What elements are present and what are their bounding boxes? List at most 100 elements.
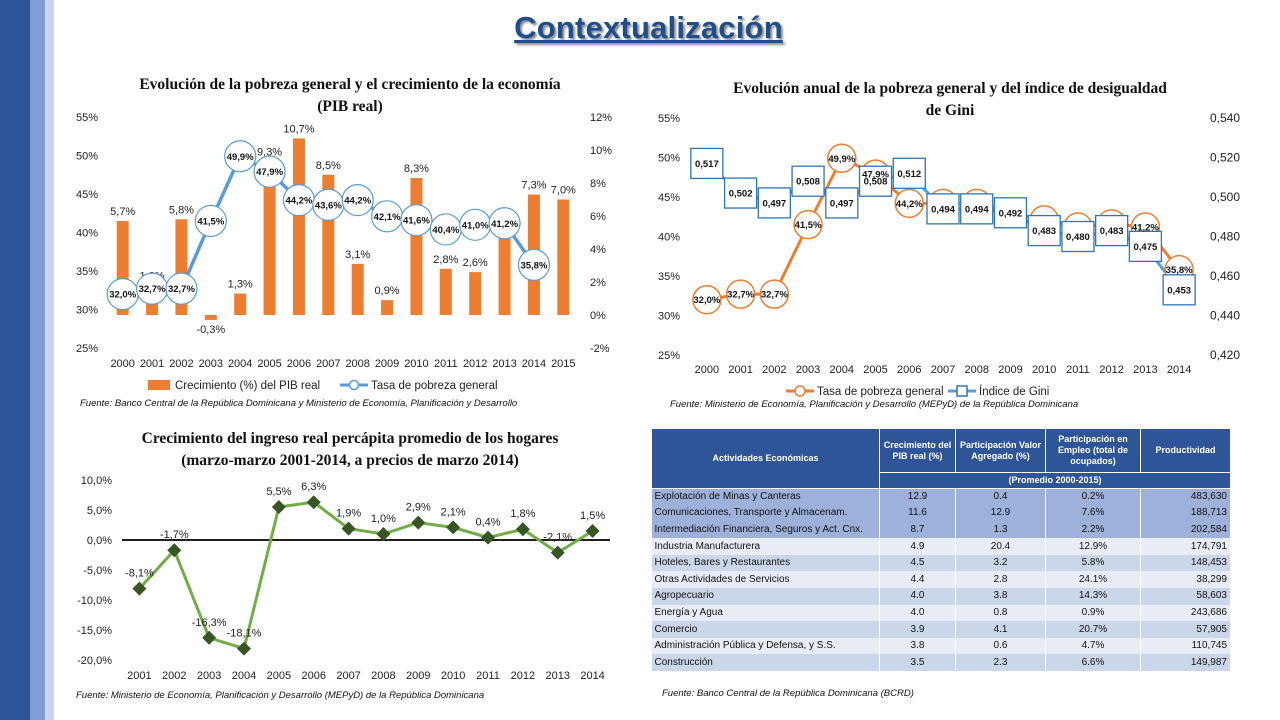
chart3-income-label: 1,8% <box>510 508 535 520</box>
chart3-title-line1: Crecimiento del ingreso real percápita p… <box>141 430 559 447</box>
chart2-right-tick: 0,480 <box>1210 230 1240 244</box>
chart2-gini-label: 0,475 <box>1134 242 1158 253</box>
chart2-poverty-label: 35,8% <box>1166 265 1193 276</box>
chart2-poverty-label: 41,5% <box>795 220 822 231</box>
chart2-right-tick: 0,460 <box>1210 269 1240 283</box>
chart2-gini-marker <box>993 197 1028 229</box>
chart1-bar <box>498 235 511 315</box>
chart2-poverty-label: 47,9% <box>862 170 889 181</box>
chart3-x-tick: 2001 <box>127 670 151 682</box>
table-cell-value: 0.8 <box>955 604 1046 622</box>
chart2-gini-marker <box>1128 230 1163 263</box>
chart2-poverty-marker <box>894 188 925 219</box>
table-cell-value: 20.4 <box>955 538 1046 555</box>
table-cell-activity: Comunicaciones, Transporte y Almacenam. <box>651 505 880 522</box>
chart1-x-tick: 2007 <box>316 358 340 370</box>
chart1-title-line1: Evolución de la pobreza general y el cre… <box>139 76 561 93</box>
chart2-gini-marker <box>825 187 859 219</box>
chart1-poverty-label: 41,6% <box>403 216 430 227</box>
table-cell-activity: Construcción <box>651 654 880 672</box>
chart3-income-label: -2,1% <box>543 532 572 544</box>
chart2-gini-marker <box>892 157 926 189</box>
chart2-left-tick: 45% <box>658 192 680 204</box>
chart2-gini-marker <box>757 187 791 219</box>
chart1-bar <box>263 161 276 315</box>
chart2-x-tick: 2014 <box>1167 364 1191 376</box>
table-cell-value: 0.2% <box>1045 488 1141 506</box>
chart3-income-label: -8,1% <box>125 568 154 580</box>
chart1-bar <box>410 178 423 315</box>
chart1-x-tick: 2015 <box>551 358 575 370</box>
chart1-poverty-label: 32,0% <box>109 290 136 301</box>
table-cell-value: 2.8 <box>955 571 1046 589</box>
chart3-income-marker <box>446 520 461 535</box>
chart2-gini-marker <box>926 193 960 225</box>
chart3-income-marker <box>237 641 251 656</box>
table-cell-value: 4.9 <box>879 538 956 555</box>
chart1-poverty-label: 47,9% <box>256 167 283 178</box>
table-row: Energía y Agua 4.0 0.8 0.9% 243,686 <box>651 604 1231 622</box>
table-cell-value: 0.4 <box>955 488 1046 506</box>
table-header-productivity: Productividad <box>1140 428 1231 473</box>
chart2-poverty-marker <box>793 209 823 240</box>
chart1-title: Evolución de la pobreza general y el cre… <box>60 74 640 118</box>
table-cell-value: 11.6 <box>879 505 956 522</box>
chart1-bar <box>292 138 305 315</box>
chart3-income-marker <box>306 495 321 510</box>
chart2-legend-poverty-marker <box>794 385 806 397</box>
chart1-x-tick: 2008 <box>345 358 369 370</box>
chart2-gini-marker <box>690 147 724 180</box>
table-row: Hoteles, Bares y Restaurantes 4.5 3.2 5.8% 1… <box>651 554 1231 572</box>
chart2-gini-label: 0,453 <box>1167 285 1191 296</box>
chart2-poverty-label: 49,9% <box>828 154 855 165</box>
chart3-income-label: 1,0% <box>371 513 396 525</box>
table-cell-activity: Administración Pública y Defensa, y S.S. <box>651 637 880 655</box>
chart1-poverty-label: 41,2% <box>491 219 518 230</box>
table-cell-value: 2.2% <box>1045 521 1141 539</box>
chart2-x-tick: 2010 <box>1032 364 1056 376</box>
chart1-poverty-label: 42,1% <box>374 212 401 223</box>
chart1-bar <box>234 293 247 315</box>
chart1-poverty-label: 35,8% <box>520 260 547 271</box>
chart2-poverty-marker <box>827 143 857 174</box>
table-row: Otras Actividades de Servicios 4.4 2.8 24.1… <box>651 571 1231 589</box>
chart2-x-tick: 2011 <box>1066 364 1090 376</box>
table-cell-activity: Explotación de Minas y Canteras <box>651 488 880 506</box>
chart3-y-tick: -5,0% <box>83 565 112 577</box>
chart3-income-label: -1,7% <box>160 529 189 541</box>
chart3-x-tick: 2007 <box>336 670 360 682</box>
chart1-right-tick: 12% <box>590 112 612 124</box>
chart1-poverty-label: 32,7% <box>139 284 166 295</box>
chart3-y-tick: -15,0% <box>77 625 112 637</box>
chart3-income-marker <box>550 545 565 560</box>
chart1-bar-label: -0,3% <box>196 324 225 336</box>
chart2-left-tick: 35% <box>658 271 680 283</box>
table-cell-value: 0.6 <box>955 637 1046 655</box>
chart1-bar-label: 5,7% <box>110 206 135 218</box>
chart2-title: Evolución anual de la pobreza general y … <box>690 78 1210 122</box>
chart3-income-marker <box>271 500 286 514</box>
chart2-poverty-label: 32,7% <box>761 290 788 301</box>
chart2-poverty-label: 41,2% <box>1132 223 1159 234</box>
chart3-x-tick: 2009 <box>406 670 430 682</box>
chart1-right-tick: 10% <box>590 145 612 157</box>
chart2-x-tick: 2005 <box>863 364 887 376</box>
chart2-right-tick: 0,440 <box>1210 309 1240 323</box>
table-cell-value: 20.7% <box>1045 621 1141 638</box>
chart2-title-line2: de Gini <box>925 102 975 119</box>
chart1-x-tick: 2014 <box>522 358 546 370</box>
chart1-bar-label: 10,7% <box>283 123 314 135</box>
chart2-gini-label: 0,483 <box>1032 226 1056 237</box>
chart2-left-tick: 25% <box>658 350 680 362</box>
table-cell-value: 12.9 <box>879 488 956 506</box>
chart2-left-tick: 55% <box>658 113 680 125</box>
chart2-legend-gini-label: Índice de Gini <box>979 385 1049 398</box>
chart1-poverty-marker <box>400 204 433 237</box>
chart2-x-tick: 2006 <box>897 364 921 376</box>
chart1-poverty-marker <box>194 204 227 238</box>
chart1-bar <box>381 300 394 315</box>
chart2-legend-gini-marker <box>956 385 968 397</box>
chart3-income-marker <box>585 524 600 538</box>
table-cell-value: 3.2 <box>955 554 1046 572</box>
